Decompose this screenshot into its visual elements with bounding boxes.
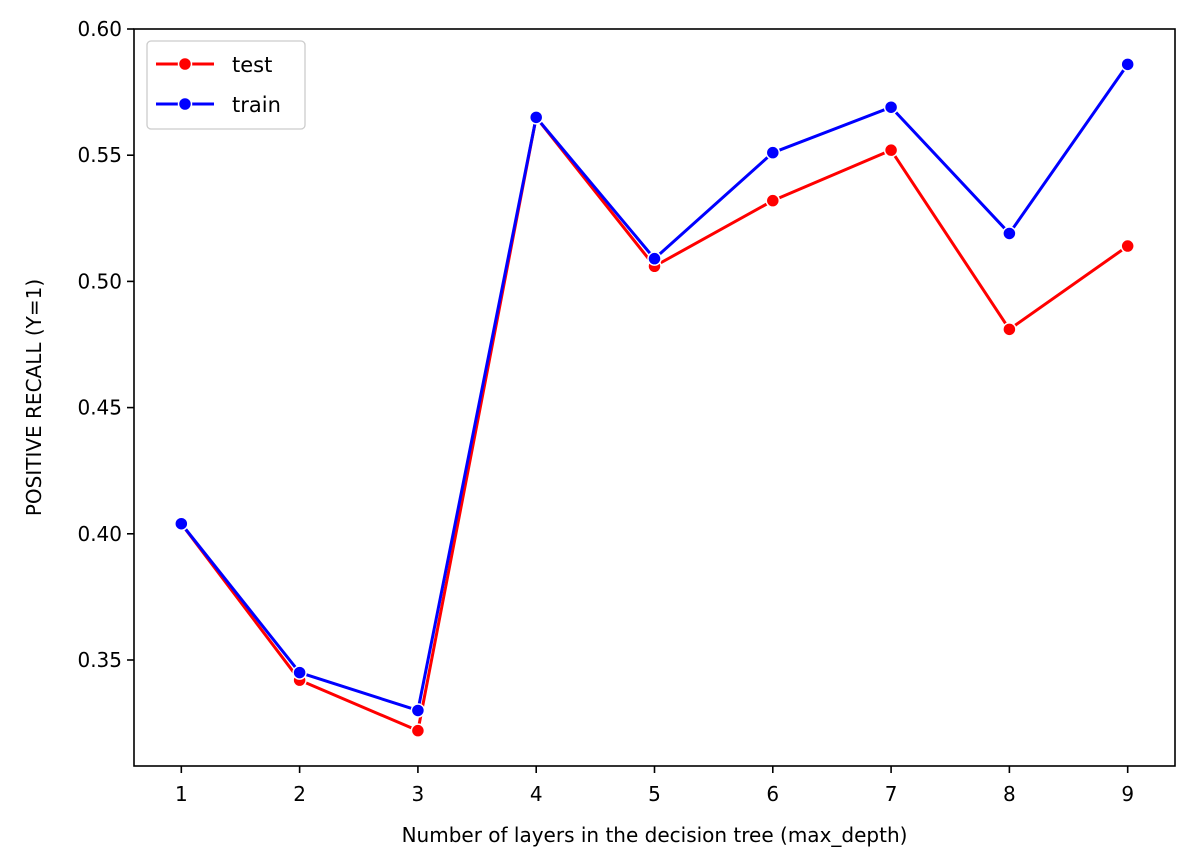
x-tick-label: 6 <box>766 782 779 806</box>
series-train <box>174 57 1135 718</box>
series-train-point <box>410 703 426 718</box>
series-train-point <box>765 145 781 160</box>
y-axis-ticks: 0.35 0.40 0.45 0.50 0.55 0.60 <box>77 17 134 672</box>
series-train-point <box>292 665 307 680</box>
series-test-point <box>883 142 899 158</box>
plot-frame <box>133 28 1176 767</box>
series-test-point <box>1002 322 1017 337</box>
x-tick-label: 3 <box>412 782 425 806</box>
series-train-point <box>174 516 189 531</box>
x-axis-label: Number of layers in the decision tree (m… <box>402 823 908 847</box>
x-axis-ticks: 1 2 3 4 5 6 7 8 9 <box>175 766 1134 806</box>
legend: test train <box>146 40 306 130</box>
series-test-point <box>765 193 781 208</box>
series-train-point <box>883 99 899 115</box>
series-test <box>174 110 1135 738</box>
legend-train-label: train <box>232 93 281 117</box>
series-train-line <box>180 63 1129 712</box>
y-tick-label: 0.55 <box>77 143 122 167</box>
series-test-point <box>410 723 426 738</box>
series-layer <box>174 57 1135 738</box>
series-train-point <box>528 110 544 125</box>
y-tick-label: 0.60 <box>77 17 122 41</box>
x-tick-label: 2 <box>293 782 306 806</box>
series-train-point <box>1120 57 1135 72</box>
y-tick-label: 0.35 <box>77 648 122 672</box>
y-axis-label: POSITIVE RECALL (Y=1) <box>22 279 46 516</box>
y-tick-label: 0.50 <box>77 269 122 293</box>
x-tick-label: 5 <box>648 782 661 806</box>
x-tick-label: 4 <box>530 782 543 806</box>
x-tick-label: 8 <box>1003 782 1016 806</box>
x-tick-label: 9 <box>1121 782 1134 806</box>
legend-box <box>146 40 306 130</box>
y-tick-label: 0.45 <box>77 396 122 420</box>
series-train-point <box>1002 226 1017 241</box>
x-tick-label: 1 <box>175 782 188 806</box>
series-train-point <box>647 251 662 266</box>
legend-train-marker <box>177 96 193 112</box>
legend-test-marker <box>177 56 193 72</box>
series-test-point <box>1120 238 1135 254</box>
legend-test-label: test <box>232 53 272 77</box>
y-tick-label: 0.40 <box>77 522 122 546</box>
x-tick-label: 7 <box>885 782 898 806</box>
